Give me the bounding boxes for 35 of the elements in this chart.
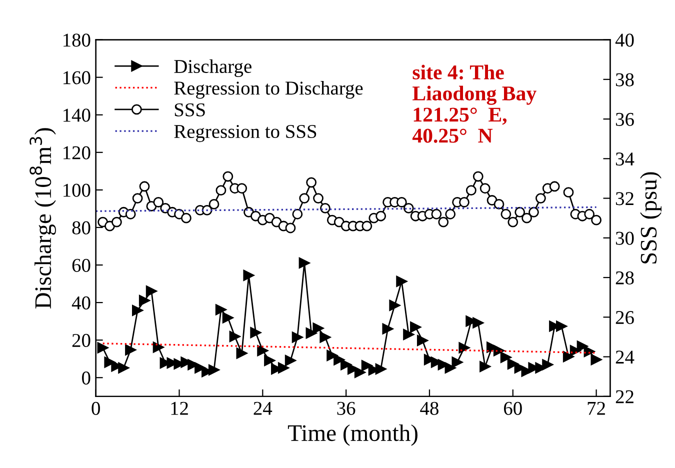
y-tick-label: 180	[64, 34, 90, 47]
legend-label: Regression to Discharge	[174, 81, 363, 99]
x-tick-label: 60	[504, 402, 522, 415]
y2-tick-label: 40	[615, 34, 634, 47]
y-tick-label: 20	[72, 334, 90, 348]
y-tick-label: 100	[64, 184, 90, 197]
y2-tick-label: 38	[616, 73, 634, 86]
x-tick-label: 0	[92, 402, 100, 415]
x-tick-label: 72	[588, 402, 605, 415]
y2-tick-label: 32	[616, 192, 634, 206]
y2-tick-label: 30	[616, 232, 634, 245]
y2-tick-label: 28	[616, 271, 634, 284]
y2-tick-label: 24	[616, 350, 634, 364]
x-tick-label: 36	[337, 402, 356, 415]
y2-tick-label: 22	[616, 390, 634, 404]
x-tick-label: 24	[254, 402, 272, 415]
y-tick-label: 80	[72, 221, 90, 234]
y2-tick-label: 36	[616, 112, 634, 126]
y-tick-label: 140	[64, 108, 90, 122]
y2-tick-label: 26	[616, 311, 634, 324]
y-tick-label: 40	[72, 296, 90, 310]
y-tick-label: 160	[64, 71, 90, 84]
y-axis-title: Discharge (10$^{8}$m$^{3}$)	[30, 128, 56, 309]
y-tick-label: 120	[64, 146, 90, 160]
x-axis-title: Time (month)	[288, 424, 418, 446]
annotation: site 4: The Liaodong Bay 121.25° E, 40.25° N	[412, 64, 536, 143]
y2-tick-label: 34	[616, 152, 634, 166]
legend-label: Discharge	[174, 59, 252, 78]
legend-label: SSS	[174, 103, 205, 116]
y-tick-label: 60	[72, 258, 90, 272]
x-tick-label: 48	[420, 402, 438, 415]
legend-label: Regression to SSS	[174, 124, 316, 142]
y-tick-label: 0	[82, 371, 90, 385]
x-tick-label: 12	[171, 402, 188, 415]
y2-axis-title: SSS (psu)	[640, 172, 662, 264]
